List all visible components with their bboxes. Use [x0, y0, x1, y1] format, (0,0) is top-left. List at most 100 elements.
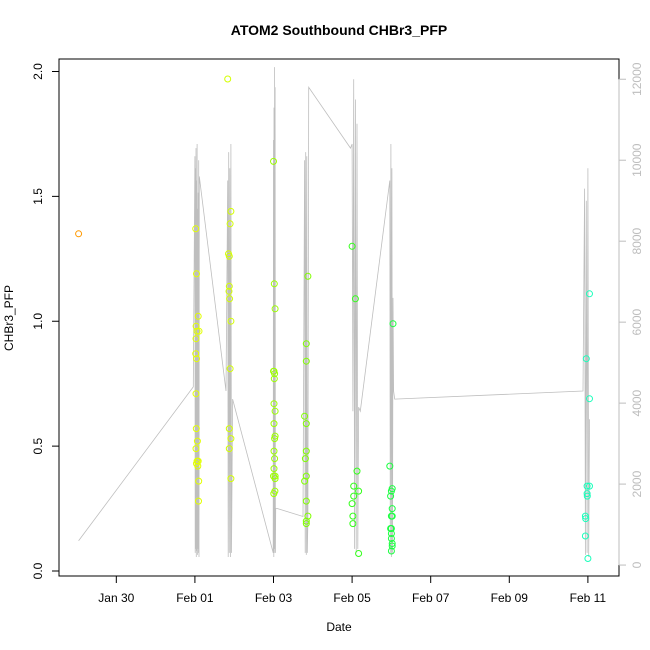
data-point	[270, 420, 278, 428]
data-point	[194, 312, 202, 320]
data-point	[582, 515, 590, 523]
data-point	[192, 445, 200, 453]
data-point	[389, 320, 397, 328]
y-tick-label: 1.5	[31, 188, 45, 205]
data-point	[225, 287, 233, 295]
data-point	[583, 490, 591, 498]
data-point	[302, 420, 310, 428]
data-point	[225, 282, 233, 290]
altitude-layer	[78, 67, 590, 558]
data-point	[271, 370, 279, 378]
data-point	[193, 327, 201, 335]
data-point	[586, 290, 593, 298]
chart-title: ATOM2 Southbound CHBr3_PFP	[231, 22, 447, 38]
data-point	[271, 455, 279, 463]
data-point	[271, 475, 279, 483]
data-point	[388, 505, 396, 513]
data-point	[193, 270, 200, 278]
data-point	[301, 455, 309, 463]
data-point	[583, 482, 591, 490]
data-point	[304, 272, 312, 280]
data-point	[582, 355, 590, 363]
x-tick-label: Feb 05	[333, 591, 371, 605]
data-point	[227, 475, 235, 483]
data-point	[387, 547, 395, 555]
y-tick-label: 2.0	[31, 63, 45, 80]
data-point	[586, 395, 593, 403]
y2-tick-label: 6000	[630, 308, 644, 335]
data-point	[192, 225, 200, 233]
data-point	[584, 555, 592, 562]
data-point	[192, 425, 200, 433]
data-point	[302, 520, 310, 528]
data-point	[583, 492, 591, 500]
data-point	[75, 230, 83, 238]
data-point	[192, 350, 200, 358]
y-axis-label: CHBr3_PFP	[2, 285, 16, 351]
data-point	[351, 295, 359, 303]
data-point	[388, 512, 396, 520]
data-point	[353, 467, 361, 475]
y2-tick-label: 0	[630, 561, 644, 568]
data-point	[387, 492, 395, 500]
data-point	[194, 462, 202, 470]
data-point	[270, 157, 277, 165]
data-point	[304, 512, 312, 520]
x-tick-label: Feb 03	[255, 591, 293, 605]
data-point	[388, 540, 396, 547]
data-point	[270, 280, 278, 288]
data-point	[225, 252, 233, 260]
data-point	[195, 477, 203, 485]
altitude-trace	[78, 67, 590, 558]
data-point	[225, 445, 233, 453]
data-point	[227, 435, 235, 443]
data-point	[271, 432, 279, 440]
data-point	[195, 497, 202, 505]
data-point	[387, 530, 395, 537]
data-point	[386, 462, 394, 470]
data-point	[302, 340, 310, 348]
data-point	[227, 207, 235, 215]
data-point	[302, 357, 310, 365]
y2-axis: 0 2000 4000 6000 8000 10000 12000	[618, 62, 644, 568]
y2-tick-label: 12000	[630, 62, 644, 96]
data-point	[270, 400, 278, 408]
data-point	[586, 482, 593, 490]
data-point	[349, 512, 357, 520]
data-point	[270, 490, 278, 498]
data-point	[349, 520, 357, 528]
data-point	[301, 477, 309, 485]
y-tick-label: 0.5	[31, 437, 45, 454]
data-point	[388, 542, 396, 550]
data-point	[271, 407, 279, 415]
data-point	[271, 305, 279, 313]
data-point	[225, 425, 233, 433]
x-axis-label: Date	[326, 620, 352, 634]
data-point	[302, 517, 310, 525]
x-tick-label: Jan 30	[98, 591, 134, 605]
y2-tick-label: 8000	[630, 228, 644, 255]
data-point	[581, 512, 589, 520]
data-point	[195, 327, 203, 335]
data-point	[355, 550, 363, 557]
data-point	[192, 390, 200, 398]
data-point	[301, 412, 309, 420]
data-point	[193, 355, 200, 363]
plot-frame	[58, 58, 620, 577]
y2-tick-label: 4000	[630, 389, 644, 416]
data-point	[387, 535, 395, 542]
x-tick-label: Feb 09	[491, 591, 529, 605]
data-point	[270, 465, 278, 473]
y2-tick-label: 10000	[630, 143, 644, 177]
data-point	[270, 375, 278, 383]
data-point	[227, 317, 235, 325]
y-tick-label: 0.0	[31, 562, 45, 579]
data-point	[226, 220, 234, 228]
data-point	[270, 447, 278, 455]
data-point	[350, 482, 358, 490]
x-axis: Jan 30 Feb 01 Feb 03 Feb 05 Feb 07 Feb 09 Feb …	[98, 576, 606, 605]
data-point	[226, 295, 234, 303]
data-point	[302, 447, 310, 455]
data-point	[192, 322, 200, 330]
